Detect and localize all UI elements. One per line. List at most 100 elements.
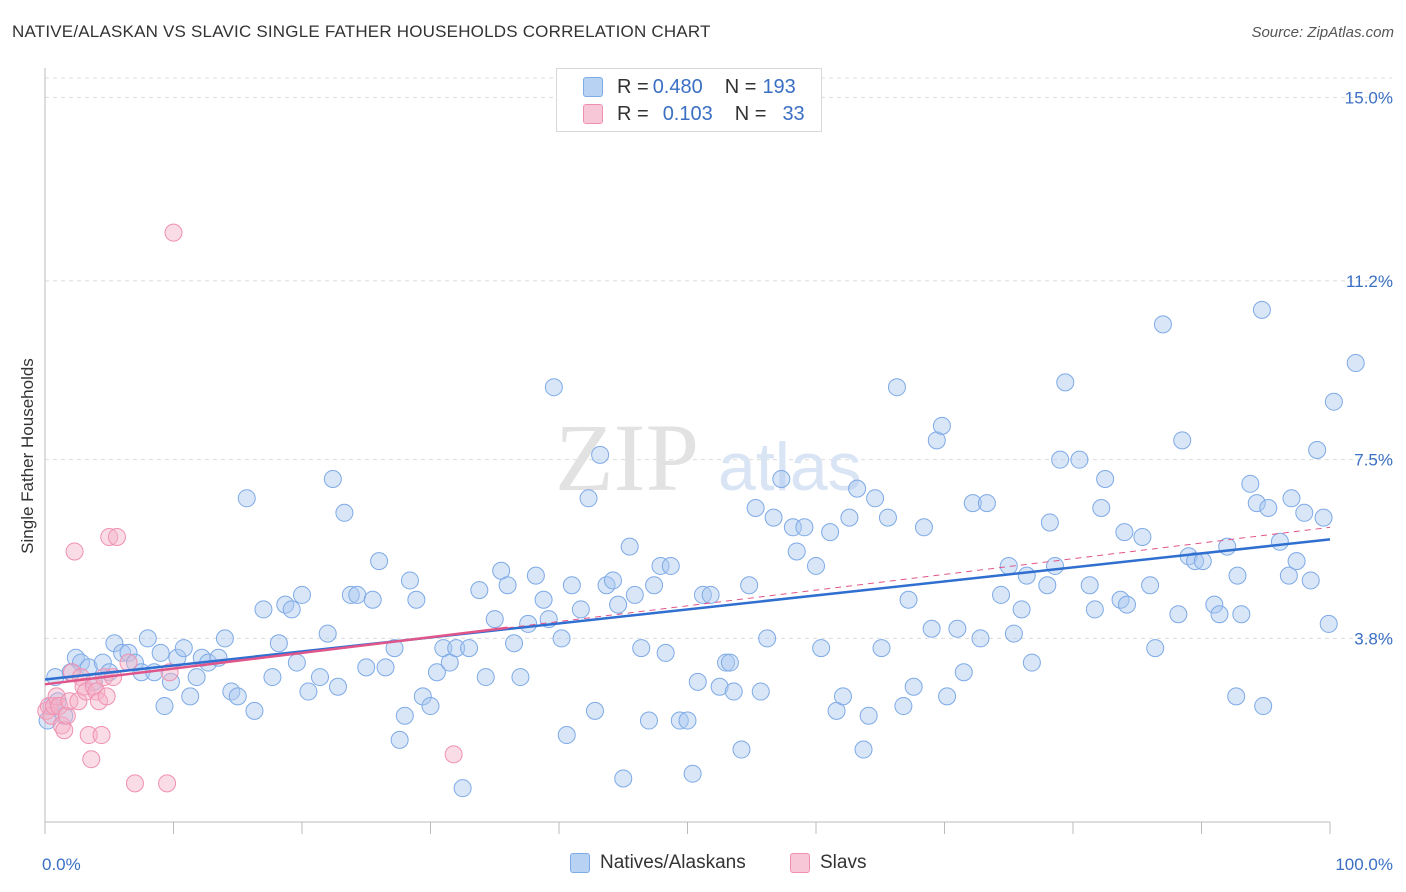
natives-point (1186, 552, 1205, 571)
natives-point (138, 629, 157, 648)
natives-point (376, 658, 395, 677)
natives-point (859, 706, 878, 725)
natives-point (363, 590, 382, 609)
natives-point (348, 585, 367, 604)
chart-title: NATIVE/ALASKAN VS SLAVIC SINGLE FATHER H… (12, 22, 711, 41)
natives-point (335, 503, 354, 522)
natives-point (954, 663, 973, 682)
slavs-point (107, 527, 126, 546)
natives-point (282, 600, 301, 619)
natives-point (963, 494, 982, 513)
natives-point (119, 643, 138, 662)
legend-row-slavs: R = 0.103 N = 33 (583, 101, 805, 127)
natives-point (1314, 508, 1333, 527)
natives-point (526, 566, 545, 585)
legend-label: Natives/Alaskans (600, 852, 746, 873)
slavs-point (97, 687, 116, 706)
natives-point (758, 629, 777, 648)
natives-point (625, 585, 644, 604)
natives-swatch (570, 853, 590, 873)
natives-point (872, 639, 891, 658)
natives-point (299, 682, 318, 701)
natives-point (848, 479, 867, 498)
legend-r-label: R = (617, 75, 649, 98)
natives-point (591, 445, 610, 464)
slavs-point (92, 726, 111, 745)
x-tick-label: 0.0% (42, 855, 81, 874)
natives-point (1173, 431, 1192, 450)
natives-point (992, 585, 1011, 604)
natives-point (732, 740, 751, 759)
natives-point (287, 653, 306, 672)
slavs-point (50, 697, 69, 716)
natives-point (557, 726, 576, 745)
natives-point (821, 523, 840, 542)
natives-point (1085, 600, 1104, 619)
natives-point (1324, 392, 1343, 411)
natives-point (1205, 595, 1224, 614)
y-tick-labels: 3.8% 7.5% 11.2% 15.0% (1345, 88, 1393, 648)
natives-point (840, 508, 859, 527)
natives-point (1210, 605, 1229, 624)
natives-point (1295, 503, 1314, 522)
natives-point (1247, 494, 1266, 513)
natives-point (740, 576, 759, 595)
natives-point (904, 677, 923, 696)
natives-point (661, 556, 680, 575)
natives-point (914, 518, 933, 537)
legend-n-label: N = (724, 75, 757, 98)
natives-point (751, 682, 770, 701)
source-label: Source: ZipAtlas.com (1251, 24, 1394, 41)
slavs-point (164, 223, 183, 242)
natives-point (1252, 300, 1271, 319)
y-axis-title: Single Father Households (18, 358, 37, 554)
legend-r-value: 0.480 (652, 75, 703, 98)
natives-point (228, 687, 247, 706)
natives-point (447, 639, 466, 658)
watermark-atlas: atlas (718, 429, 862, 505)
natives-point (585, 701, 604, 720)
natives-point (746, 498, 765, 517)
natives-point (1232, 605, 1251, 624)
legend-n-label: N = (734, 102, 767, 125)
legend-item-slavs[interactable]: Slavs (790, 852, 866, 874)
slavs-point (57, 706, 76, 725)
natives-point (971, 629, 990, 648)
slavs-point (55, 721, 74, 740)
slavs-point (125, 774, 144, 793)
legend-item-natives[interactable]: Natives/Alaskans (570, 852, 746, 874)
natives-point (795, 518, 814, 537)
slavs-swatch (790, 853, 810, 873)
natives-point (400, 571, 419, 590)
legend-n-value: 193 (762, 75, 796, 98)
natives-point (1056, 373, 1075, 392)
natives-point (710, 677, 729, 696)
natives-point (310, 668, 329, 687)
natives-point (395, 706, 414, 725)
natives-point (639, 711, 658, 730)
natives-point (1038, 576, 1057, 595)
natives-point (922, 619, 941, 638)
natives-point (390, 730, 409, 749)
slavs-point (100, 527, 119, 546)
natives-point (1092, 498, 1111, 517)
natives-point (724, 682, 743, 701)
natives-point (407, 590, 426, 609)
natives-point (552, 629, 571, 648)
natives-point (93, 653, 112, 672)
y-tick-label: 15.0% (1345, 88, 1393, 107)
x-tick-label: 100.0% (1335, 855, 1393, 874)
natives-point (323, 469, 342, 488)
natives-point (688, 672, 707, 691)
natives-point (1270, 532, 1289, 551)
natives-point (113, 643, 132, 662)
data-points (37, 223, 1365, 798)
slavs-point (52, 716, 71, 735)
natives-point (1301, 571, 1320, 590)
natives-trend-line (44, 538, 1331, 681)
natives-point (693, 585, 712, 604)
natives-point (1051, 450, 1070, 469)
natives-point (720, 653, 739, 672)
natives-point (717, 653, 736, 672)
